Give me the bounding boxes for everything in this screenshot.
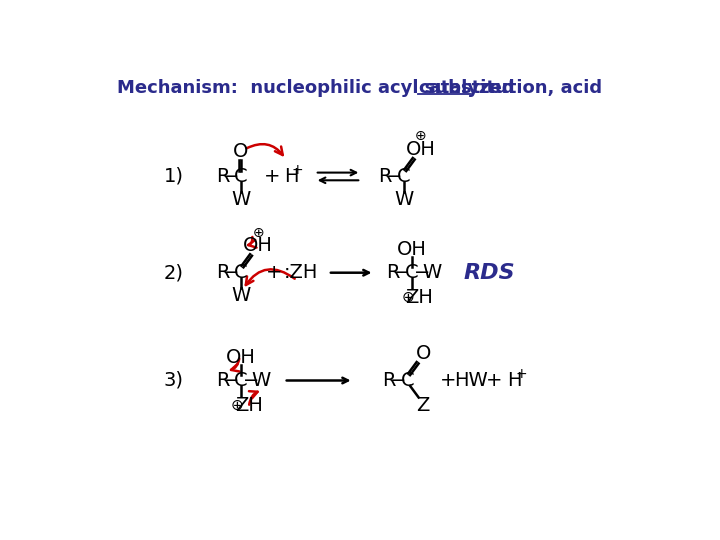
Text: 1): 1) [163, 167, 184, 186]
Text: −: − [393, 263, 410, 282]
Text: RDS: RDS [463, 262, 515, 283]
Text: −: − [413, 263, 430, 282]
Text: R: R [379, 167, 392, 186]
Text: −: − [223, 167, 239, 186]
Text: −: − [223, 263, 239, 282]
Text: R: R [216, 263, 229, 282]
Text: HW: HW [454, 371, 488, 390]
Text: −: − [243, 371, 259, 390]
Text: W: W [395, 190, 413, 209]
Text: C: C [405, 263, 418, 282]
FancyArrowPatch shape [231, 359, 240, 372]
Text: W: W [422, 263, 441, 282]
Text: C: C [397, 167, 410, 186]
Text: C: C [234, 167, 248, 186]
Text: W: W [252, 371, 271, 390]
Text: :ZH: :ZH [284, 263, 318, 282]
Text: −: − [386, 167, 402, 186]
Text: C: C [234, 371, 248, 390]
Text: C: C [234, 263, 248, 282]
Text: ZH: ZH [405, 288, 433, 307]
Text: OH: OH [226, 348, 256, 367]
Text: O: O [415, 344, 431, 363]
Text: +: + [292, 163, 304, 177]
FancyArrowPatch shape [249, 391, 258, 404]
Text: R: R [382, 371, 396, 390]
Text: ⊕: ⊕ [231, 397, 243, 413]
Text: ⊕: ⊕ [253, 226, 264, 240]
Text: H: H [507, 371, 521, 390]
Text: +: + [264, 167, 280, 186]
Text: OH: OH [397, 240, 426, 259]
Text: R: R [216, 371, 229, 390]
Text: +: + [516, 367, 528, 381]
Text: −: − [223, 371, 239, 390]
Text: Mechanism:  nucleophilic acyl substitution, acid: Mechanism: nucleophilic acyl substitutio… [117, 79, 608, 97]
Text: OH: OH [406, 140, 436, 159]
Text: R: R [216, 167, 229, 186]
Text: W: W [232, 286, 251, 305]
Text: 2): 2) [163, 263, 184, 282]
Text: ⊕: ⊕ [415, 130, 427, 144]
Text: W: W [232, 190, 251, 209]
Text: −: − [390, 371, 406, 390]
Text: Z: Z [417, 396, 430, 415]
Text: C: C [401, 371, 415, 390]
Text: O: O [233, 143, 248, 161]
Text: H: H [284, 167, 299, 186]
Text: catalyzed: catalyzed [418, 79, 515, 97]
FancyArrowPatch shape [248, 237, 256, 248]
Text: OH: OH [243, 237, 273, 255]
Text: 3): 3) [163, 371, 184, 390]
Text: ⊕: ⊕ [401, 290, 414, 305]
Text: +: + [266, 263, 282, 282]
Text: R: R [386, 263, 400, 282]
FancyArrowPatch shape [247, 144, 283, 155]
Text: +: + [440, 371, 456, 390]
FancyArrowPatch shape [246, 269, 294, 285]
Text: ZH: ZH [235, 396, 263, 415]
Text: +: + [486, 371, 503, 390]
